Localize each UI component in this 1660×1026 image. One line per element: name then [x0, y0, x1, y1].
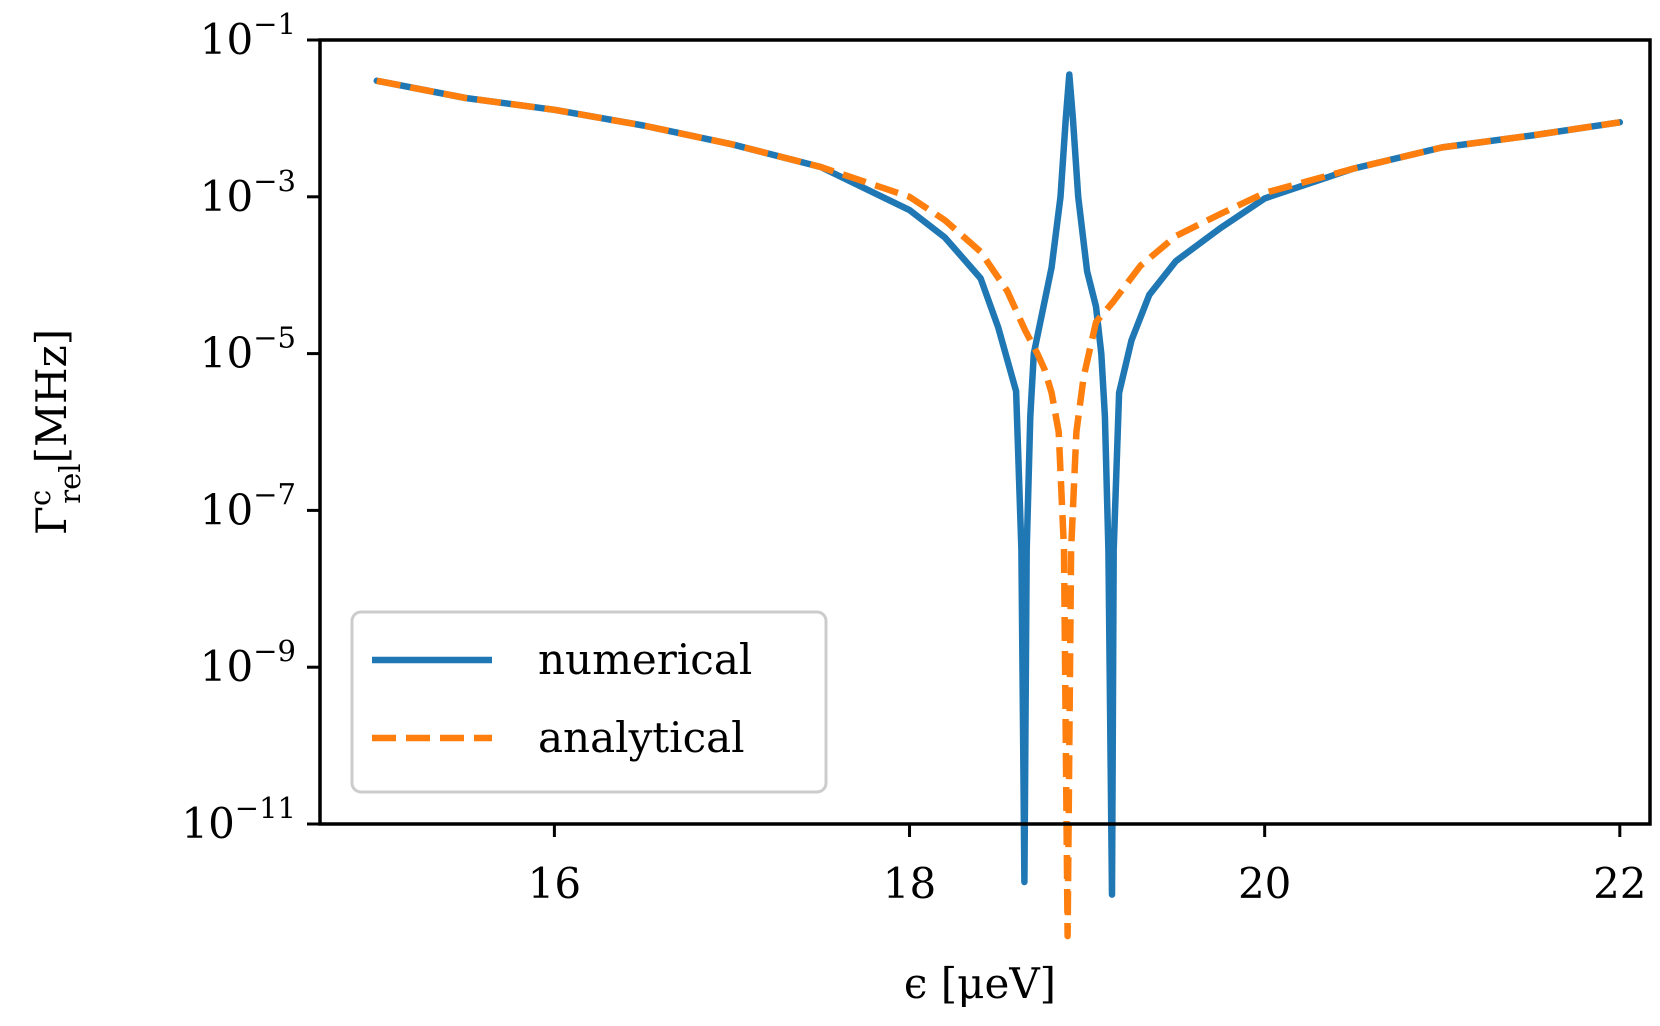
y-axis-label: Γcrel[MHz] — [23, 329, 87, 535]
y-tick-label: 10−1 — [200, 7, 296, 64]
x-axis: 16 18 20 22 — [528, 824, 1647, 908]
x-axis-label: ϵ [μeV] — [904, 959, 1056, 1008]
y-tick-label: 10−7 — [200, 477, 296, 534]
y-tick-label: 10−5 — [200, 321, 296, 378]
svg-text:Γcrel[MHz]: Γcrel[MHz] — [23, 329, 87, 535]
series-line-analytical — [376, 77, 1621, 940]
y-axis-label-unit: [MHz] — [27, 329, 76, 464]
y-axis-label-superscript: c — [23, 490, 57, 506]
y-tick-label: 10−9 — [200, 634, 296, 691]
legend-label-analytical: analytical — [538, 713, 745, 762]
x-tick-label: 18 — [883, 859, 936, 908]
y-tick-label: 10−11 — [181, 791, 296, 848]
y-axis-label-subscript: rel — [53, 463, 87, 503]
x-tick-label: 22 — [1593, 859, 1646, 908]
series-layer — [373, 71, 1624, 940]
y-axis: 10−1 10−3 10−5 10−7 10−9 10−11 — [181, 7, 320, 848]
plot-frame — [318, 38, 1652, 826]
x-tick-label: 20 — [1238, 859, 1291, 908]
legend-label-numerical: numerical — [538, 635, 752, 684]
y-tick-label: 10−3 — [200, 164, 296, 221]
legend: numerical analytical — [350, 610, 828, 794]
y-axis-label-symbol: Γ — [27, 506, 76, 535]
series-line-numerical — [373, 71, 1624, 898]
x-tick-label: 16 — [528, 859, 581, 908]
